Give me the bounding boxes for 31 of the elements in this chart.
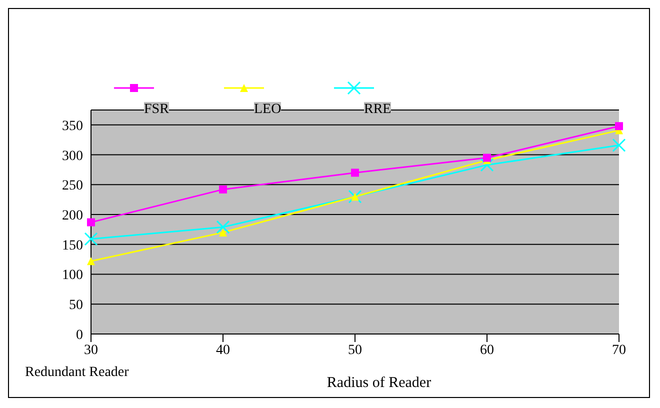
legend-label: RRE xyxy=(364,102,392,117)
point xyxy=(84,232,98,246)
legend-label: LEO xyxy=(254,102,282,117)
x-tick-label: 70 xyxy=(612,342,626,358)
y-tick-label: 100 xyxy=(62,268,83,284)
point xyxy=(219,185,227,194)
x-tick-label: 30 xyxy=(84,342,98,358)
point xyxy=(216,220,230,234)
y-tick-label: 0 xyxy=(76,328,83,343)
point xyxy=(348,190,362,204)
y-tick-label: 150 xyxy=(62,238,83,254)
point xyxy=(351,168,359,177)
point xyxy=(219,228,227,236)
point xyxy=(612,138,626,152)
point xyxy=(615,122,623,130)
text: Redundant Reader xyxy=(25,365,129,381)
point xyxy=(351,192,359,201)
x-tick-label: 50 xyxy=(348,342,362,358)
y-tick-label: 200 xyxy=(62,208,83,224)
y-tick-label: 300 xyxy=(62,148,83,164)
y-tick-label: 350 xyxy=(62,118,83,134)
point xyxy=(87,218,95,226)
x-tick-label: 60 xyxy=(480,342,494,358)
x-axis-title: Radius of Reader xyxy=(326,375,432,391)
y-tick-label: 50 xyxy=(69,298,83,314)
point xyxy=(87,257,95,266)
legend-label: FSR xyxy=(144,102,169,117)
x-tick-label: 40 xyxy=(216,342,230,358)
point xyxy=(480,158,494,172)
y-tick-label: 250 xyxy=(62,178,83,194)
point xyxy=(483,154,491,162)
